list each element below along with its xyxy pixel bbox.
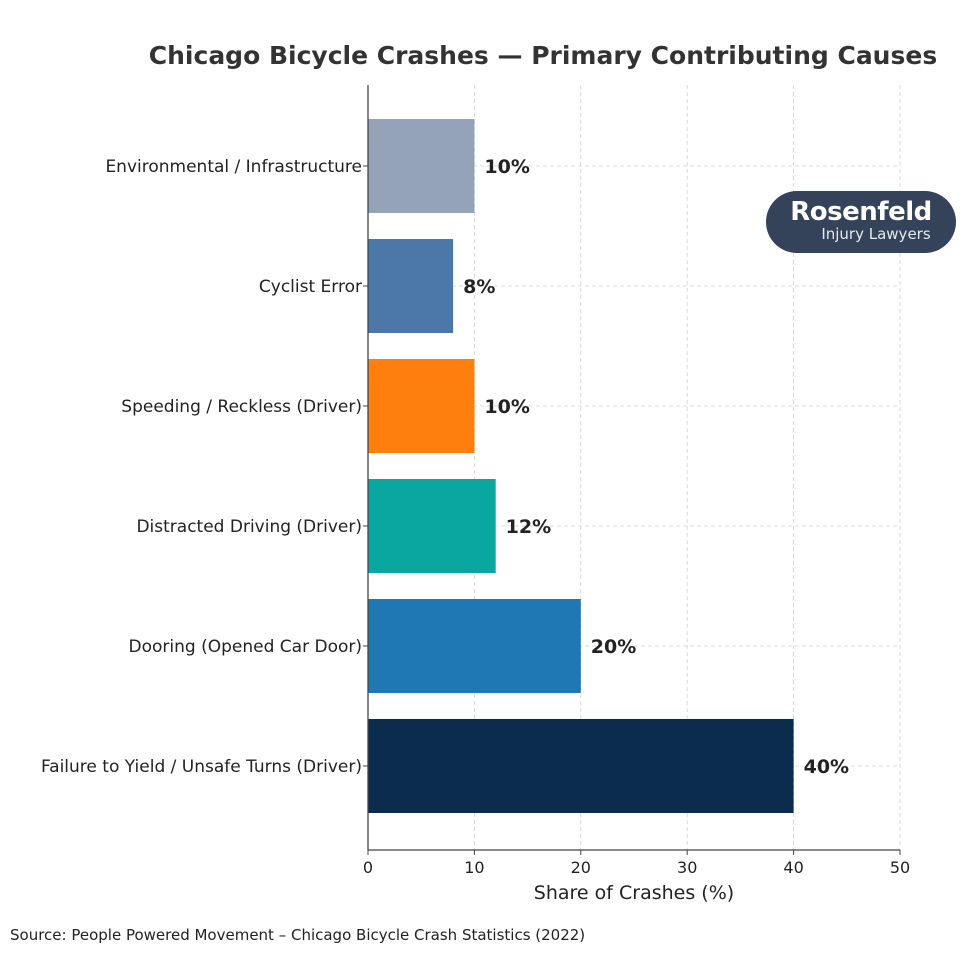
data-label: 8% xyxy=(463,276,495,298)
bar xyxy=(368,239,454,333)
y-tick-label: Failure to Yield / Unsafe Turns (Driver) xyxy=(41,757,362,777)
data-label: 10% xyxy=(484,156,529,178)
x-tick-label: 0 xyxy=(363,858,373,877)
data-label: 40% xyxy=(804,756,849,778)
rosenfeld-logo: Rosenfeld Injury Lawyers xyxy=(766,191,956,253)
x-tick-label: 30 xyxy=(677,858,697,877)
bar xyxy=(368,479,496,573)
data-label: 12% xyxy=(506,516,551,538)
bar xyxy=(368,359,475,453)
y-tick-label: Dooring (Opened Car Door) xyxy=(129,637,362,657)
logo-line1: Rosenfeld xyxy=(790,197,932,227)
x-tick-label: 10 xyxy=(464,858,484,877)
y-tick-label: Speeding / Reckless (Driver) xyxy=(121,397,362,417)
x-tick-label: 40 xyxy=(783,858,803,877)
x-tick-label: 50 xyxy=(890,858,910,877)
bar xyxy=(368,119,475,213)
bar-chart: Chicago Bicycle Crashes — Primary Contri… xyxy=(41,41,937,904)
source-note: Source: People Powered Movement – Chicag… xyxy=(10,926,586,944)
y-tick-label: Environmental / Infrastructure xyxy=(105,157,362,177)
x-tick-label: 20 xyxy=(571,858,591,877)
bar xyxy=(368,719,794,813)
chart-title: Chicago Bicycle Crashes — Primary Contri… xyxy=(149,41,937,70)
data-label: 20% xyxy=(591,636,636,658)
y-tick-label: Cyclist Error xyxy=(259,277,362,297)
y-tick-label: Distracted Driving (Driver) xyxy=(136,517,362,537)
logo-line2: Injury Lawyers xyxy=(821,225,931,243)
bar xyxy=(368,599,581,693)
x-axis-label: Share of Crashes (%) xyxy=(534,882,734,904)
data-label: 10% xyxy=(484,396,529,418)
